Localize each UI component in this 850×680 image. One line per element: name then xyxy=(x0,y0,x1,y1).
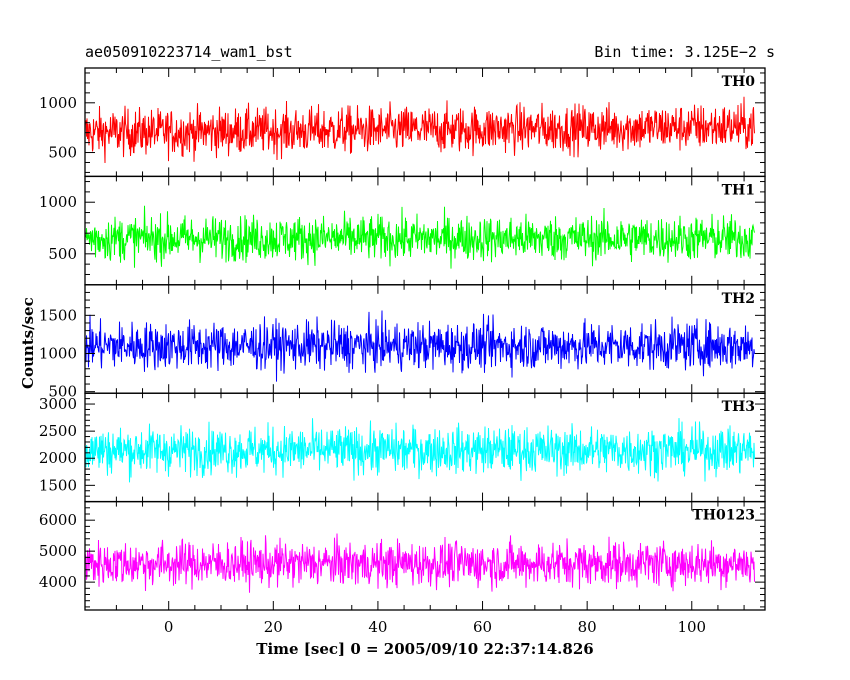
y-tick-label: 4000 xyxy=(39,573,77,591)
x-tick-label: 20 xyxy=(264,618,283,636)
series-th0123-line xyxy=(85,533,755,593)
y-tick-label: 1000 xyxy=(39,193,77,211)
series-th0-line xyxy=(85,96,755,164)
series-th1-line xyxy=(85,205,755,269)
series-label-th1: TH1 xyxy=(722,182,755,198)
y-tick-label: 500 xyxy=(48,383,77,401)
x-tick-label: 80 xyxy=(578,618,597,636)
series-label-th3: TH3 xyxy=(722,399,755,415)
x-axis-label: Time [sec] 0 = 2005/09/10 22:37:14.826 xyxy=(256,640,594,658)
x-tick-label: 0 xyxy=(164,618,174,636)
x-tick-label: 40 xyxy=(368,618,387,636)
y-tick-label: 500 xyxy=(48,144,77,162)
y-tick-label: 6000 xyxy=(39,511,77,529)
series-th3-line xyxy=(85,418,755,483)
y-tick-label: 1500 xyxy=(39,306,77,324)
y-tick-label: 500 xyxy=(48,245,77,263)
series-label-th2: TH2 xyxy=(722,291,755,307)
x-tick-label: 60 xyxy=(473,618,492,636)
series-label-th0123: TH0123 xyxy=(692,508,755,524)
y-tick-label: 1500 xyxy=(39,476,77,494)
panel-frame-th0123 xyxy=(84,500,766,611)
x-tick-label: 100 xyxy=(677,618,706,636)
y-tick-label: 1000 xyxy=(39,345,77,363)
y-tick-label: 2000 xyxy=(39,449,77,467)
y-tick-label: 1000 xyxy=(39,94,77,112)
chart-title-left: ae050910223714_wam1_bst xyxy=(85,43,293,61)
y-tick-label: 5000 xyxy=(39,542,77,560)
series-th2-line xyxy=(85,310,755,382)
y-tick-label: 3000 xyxy=(39,395,77,413)
y-tick-label: 2500 xyxy=(39,422,77,440)
series-label-th0: TH0 xyxy=(722,74,756,90)
chart-title-right: Bin time: 3.125E−2 s xyxy=(594,43,775,61)
